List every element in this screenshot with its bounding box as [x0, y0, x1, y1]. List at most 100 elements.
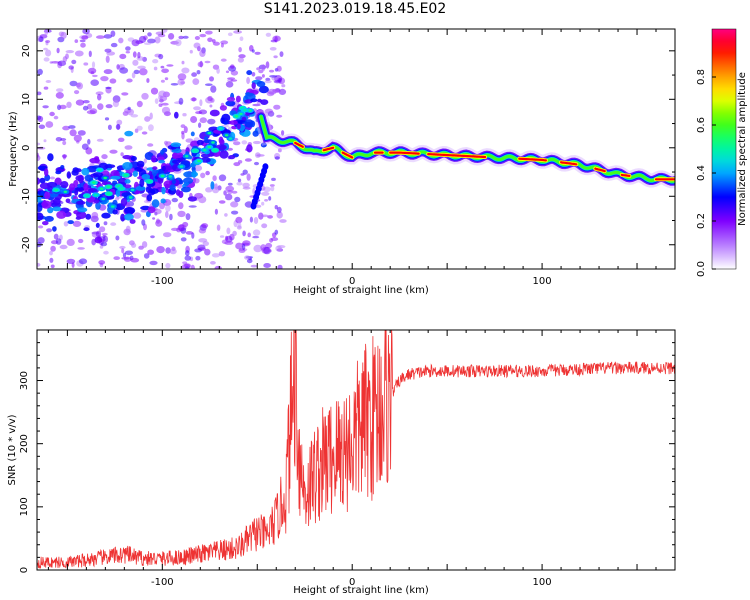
heatmap-noise-blob: [42, 105, 49, 109]
heatmap-bright-core: [54, 188, 58, 192]
heatmap-blob: [112, 180, 118, 185]
heatmap-noise-blob: [50, 245, 56, 252]
colorbar-tick-label: 0.6: [696, 117, 707, 133]
heatmap-noise-blob: [81, 35, 89, 40]
heatmap-noise-blob: [78, 238, 84, 244]
heatmap-noise-blob: [174, 39, 182, 47]
heatmap-noise-blob: [148, 124, 154, 132]
heatmap-noise-blob: [210, 85, 217, 93]
heatmap-noise-blob: [63, 221, 69, 227]
heatmap-noise-blob: [120, 152, 124, 157]
heatmap-blob: [235, 95, 241, 103]
heatmap-blob: [152, 166, 158, 171]
heatmap-noise-blob: [264, 199, 269, 202]
heatmap-noise-blob: [231, 210, 239, 215]
heatmap-noise-blob: [177, 210, 186, 218]
heatmap-blob: [122, 162, 133, 170]
heatmap-blob: [129, 219, 136, 224]
heatmap-noise-blob: [125, 225, 131, 233]
heatmap-noise-blob: [251, 72, 256, 77]
heatmap-noise-blob: [153, 66, 158, 71]
heatmap-blob: [226, 96, 236, 102]
heatmap-noise-blob: [211, 253, 220, 258]
heatmap-bright-core: [197, 159, 201, 163]
colorbar-tick-label: 0.0: [696, 261, 707, 277]
heatmap-noise-blob: [258, 212, 264, 220]
heatmap-noise-blob: [141, 241, 148, 248]
heatmap-noise-blob: [191, 72, 198, 77]
heatmap-blob: [130, 155, 137, 162]
heatmap-noise-blob: [193, 106, 201, 111]
heatmap-noise-blob: [244, 158, 252, 162]
heatmap-noise-blob: [150, 87, 159, 95]
heatmap-noise-blob: [281, 84, 286, 88]
heatmap-blob: [44, 215, 54, 222]
heatmap-blob: [120, 197, 128, 207]
heatmap-noise-blob: [207, 95, 213, 102]
heatmap-noise-blob: [242, 182, 250, 188]
heatmap-noise-blob: [218, 174, 227, 182]
heatmap-blob: [161, 186, 166, 195]
heatmap-noise-blob: [276, 206, 282, 213]
heatmap-noise-blob: [218, 200, 226, 204]
heatmap-noise-blob: [88, 50, 92, 57]
heatmap-blob: [161, 165, 166, 171]
heatmap-noise-blob: [216, 224, 221, 231]
heatmap-blob: [44, 191, 51, 200]
heatmap-ridge-hot: [620, 173, 631, 177]
heatmap-noise-blob: [225, 193, 233, 201]
heatmap-noise-blob: [169, 248, 177, 255]
heatmap-noise-blob: [112, 100, 119, 108]
heatmap-blob: [124, 179, 131, 184]
heatmap-noise-blob: [273, 104, 281, 110]
heatmap-noise-blob: [237, 178, 242, 183]
heatmap-noise-blob: [270, 39, 277, 43]
heatmap-bright-core: [147, 180, 152, 183]
heatmap-blob: [246, 70, 253, 76]
heatmap-ridge-hot: [294, 141, 304, 148]
heatmap-blob: [74, 189, 79, 196]
heatmap-noise-blob: [271, 177, 276, 181]
heatmap-noise-blob: [60, 31, 67, 39]
heatmap-noise-blob: [150, 235, 155, 239]
heatmap-blob: [52, 226, 57, 232]
heatmap-noise-blob: [143, 158, 147, 164]
heatmap-noise-blob: [200, 172, 206, 179]
heatmap-noise-blob: [116, 64, 120, 70]
heatmap-blob: [76, 211, 87, 219]
heatmap-noise-blob: [181, 67, 190, 74]
heatmap-ridge-hot: [322, 146, 335, 152]
heatmap-noise-blob: [37, 91, 42, 96]
heatmap-blob: [191, 171, 199, 177]
heatmap-bright-core: [207, 131, 212, 135]
heatmap-blob: [147, 206, 156, 214]
heatmap-frame: [36, 28, 676, 270]
heatmap-noise-blob: [139, 68, 148, 76]
heatmap-blob: [225, 100, 236, 107]
heatmap-noise-blob: [74, 39, 79, 43]
heatmap-noise-blob: [196, 70, 201, 75]
heatmap-noise-blob: [263, 263, 271, 268]
heatmap-blob: [257, 98, 262, 103]
heatmap-noise-blob: [221, 239, 229, 245]
heatmap-noise-blob: [147, 38, 156, 44]
colorbar-label: Normalized spectral amplitude: [737, 72, 748, 226]
heatmap-blob: [246, 144, 253, 153]
heatmap-noise-blob: [244, 255, 251, 260]
heatmap-noise-blob: [256, 154, 265, 157]
heatmap-noise-blob: [273, 80, 282, 84]
heatmap-noise-blob: [127, 106, 131, 111]
heatmap-noise-blob: [224, 213, 228, 217]
heatmap-noise-blob: [79, 39, 86, 43]
snr-y-tick-label: 0: [19, 567, 30, 573]
heatmap-blob: [52, 197, 61, 206]
heatmap-noise-blob: [124, 250, 133, 256]
heatmap-noise-blob: [43, 86, 49, 90]
heatmap-noise-blob: [92, 74, 98, 78]
heatmap-bright-core: [111, 205, 115, 208]
heatmap-noise-blob: [258, 69, 264, 74]
heatmap-noise-blob: [264, 108, 273, 114]
heatmap-noise-blob: [269, 47, 277, 51]
heatmap-blob: [141, 174, 151, 180]
heatmap-noise-blob: [110, 30, 116, 37]
